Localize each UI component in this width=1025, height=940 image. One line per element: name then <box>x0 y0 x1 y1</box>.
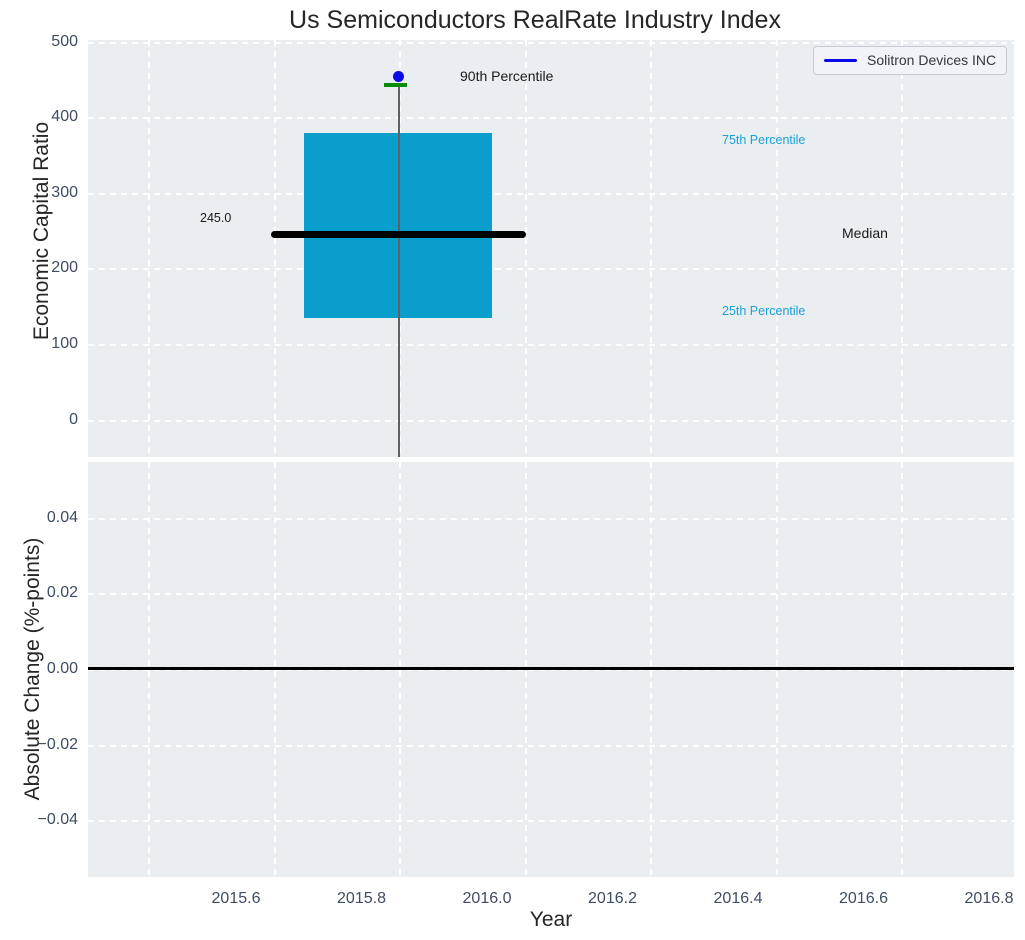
ytick-label-top: 500 <box>51 33 78 50</box>
legend-label: Solitron Devices INC <box>867 52 997 68</box>
ytick-label-top: 100 <box>51 335 78 352</box>
gridline-vertical <box>901 462 903 877</box>
annotation-90th-percentile: 90th Percentile <box>460 68 554 84</box>
gridline-horizontal <box>88 593 1014 595</box>
gridline-vertical <box>901 40 903 457</box>
annotation-median: Median <box>842 225 888 241</box>
plot-area-bottom <box>88 462 1014 877</box>
xtick-label: 2016.2 <box>588 890 637 907</box>
gridline-horizontal <box>88 42 1014 44</box>
chart-title: Us Semiconductors RealRate Industry Inde… <box>289 6 781 34</box>
gridline-vertical <box>775 462 778 877</box>
gridline-vertical <box>399 462 401 877</box>
ytick-label-top: 200 <box>51 259 78 276</box>
ytick-label-bottom: −0.02 <box>37 735 78 753</box>
gridline-horizontal <box>88 669 1014 671</box>
gridline-horizontal <box>88 268 1014 270</box>
ytick-label-top: 300 <box>51 184 78 201</box>
ytick-label-top: 400 <box>51 108 78 125</box>
gridline-horizontal <box>88 117 1014 119</box>
gridline-vertical <box>524 40 527 457</box>
zero-reference-line <box>88 667 1014 670</box>
ytick-label-top: 0 <box>69 411 78 428</box>
plot-area-top: 245.0 90th Percentile 75th Percentile Me… <box>88 40 1014 457</box>
whisker-cap-90th <box>384 83 407 87</box>
gridline-horizontal <box>88 344 1014 346</box>
gridline-vertical <box>273 462 276 877</box>
xtick-label: 2016.8 <box>964 890 1014 907</box>
median-value-label: 245.0 <box>200 211 232 225</box>
median-line <box>271 231 526 238</box>
solitron-marker-dot <box>393 71 404 82</box>
gridline-horizontal <box>88 420 1014 422</box>
gridline-vertical <box>148 462 150 877</box>
gridline-horizontal <box>88 744 1014 747</box>
ytick-label-bottom: 0.04 <box>46 508 78 526</box>
legend-line-swatch <box>824 58 857 63</box>
ytick-label-bottom: 0.00 <box>46 659 78 677</box>
ytick-label-bottom: −0.04 <box>37 811 78 828</box>
annotation-25th-percentile: 25th Percentile <box>722 304 806 318</box>
gridline-horizontal <box>88 517 1014 520</box>
gridline-horizontal <box>88 193 1014 195</box>
legend: Solitron Devices INC <box>813 46 1008 75</box>
xtick-label: 2015.8 <box>337 890 386 907</box>
gridline-vertical <box>775 40 778 457</box>
gridline-vertical <box>148 40 150 457</box>
x-axis-label: Year <box>529 908 573 931</box>
boxplot-whisker-line <box>398 85 400 457</box>
xtick-label: 2016.0 <box>462 890 512 907</box>
annotation-75th-percentile: 75th Percentile <box>722 133 806 147</box>
xtick-label: 2016.6 <box>839 890 888 907</box>
xtick-label: 2015.6 <box>211 890 261 907</box>
y-axis-label-top: Economic Capital Ratio <box>30 121 53 341</box>
gridline-vertical <box>273 40 276 457</box>
gridline-horizontal <box>88 820 1014 822</box>
gridline-vertical <box>524 462 527 877</box>
ytick-label-bottom: 0.02 <box>46 584 78 601</box>
xtick-label: 2016.4 <box>713 890 763 907</box>
gridline-vertical <box>650 462 652 877</box>
gridline-vertical <box>650 40 652 457</box>
